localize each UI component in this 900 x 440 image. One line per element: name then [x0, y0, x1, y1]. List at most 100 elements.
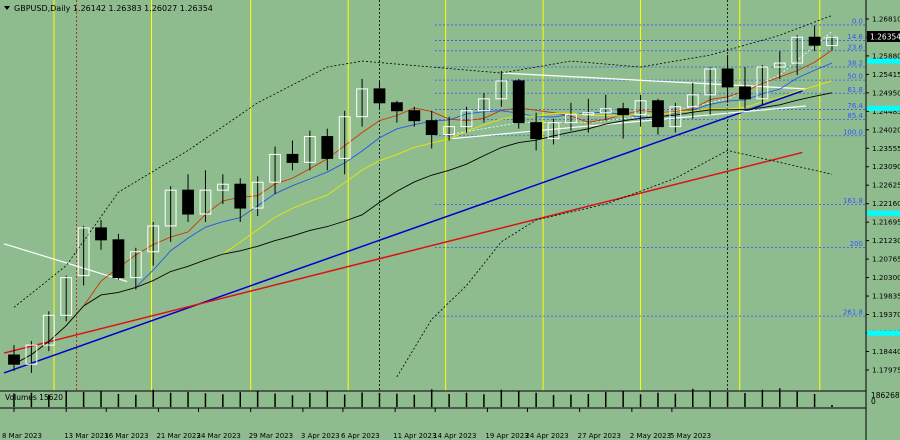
candle — [321, 128, 334, 171]
moving-average-line — [13, 62, 833, 365]
cyan-level-marker — [867, 330, 900, 336]
collapse-triangle-icon[interactable] — [4, 6, 10, 10]
candle-body — [443, 126, 456, 136]
candle — [182, 174, 194, 222]
cyan-level-marker — [867, 58, 900, 64]
candle-body — [425, 120, 438, 136]
date-tick-label: 21 Mar 2023 — [156, 432, 200, 440]
candle — [582, 98, 595, 133]
candle-body — [303, 136, 316, 163]
candle — [443, 116, 456, 141]
price-tick-label: 1.20765 — [872, 255, 900, 264]
fib-level-label: 85.4 — [847, 112, 863, 120]
candle — [425, 110, 438, 149]
price-tick-label: 1.24950 — [872, 88, 900, 97]
candle-body — [112, 239, 125, 279]
price-tick-label: 1.22625 — [872, 181, 900, 190]
fib-level-label: 76.4 — [847, 102, 863, 110]
white-triangle-lower — [452, 105, 806, 140]
candle — [739, 67, 751, 109]
candle — [199, 170, 212, 222]
trend-lines — [3, 15, 833, 378]
candle-body — [25, 344, 38, 365]
price-tick-label: 1.20300 — [872, 273, 900, 282]
candle — [547, 118, 560, 145]
fib-level-label: 200 — [850, 240, 863, 248]
current-price-flag — [867, 31, 900, 42]
candle-body — [356, 88, 368, 118]
candle-body — [269, 153, 281, 183]
date-tick-label: 14 Apr 2023 — [433, 432, 476, 440]
fib-level-label: 161.8 — [843, 197, 863, 205]
candle — [704, 67, 717, 115]
candle-body — [408, 110, 421, 122]
volume-label: Volumes 15620 — [5, 393, 63, 402]
cyan-level-marker — [867, 210, 900, 216]
candle-body — [478, 98, 490, 112]
candle-body — [60, 277, 73, 316]
blue-trendline — [3, 90, 803, 374]
candle-body — [826, 36, 838, 47]
candle — [478, 92, 490, 123]
candle — [826, 36, 838, 50]
candle — [652, 98, 664, 135]
candle — [25, 341, 38, 373]
candle — [512, 78, 525, 129]
candle — [495, 71, 508, 107]
candle — [669, 102, 682, 133]
date-tick-label: 8 Mar 2023 — [2, 432, 42, 440]
candle — [356, 78, 368, 127]
candle-body — [634, 100, 647, 116]
candle-body — [390, 102, 403, 112]
price-tick-label: 1.23090 — [872, 162, 900, 171]
fib-level-label: 14.6 — [847, 33, 863, 41]
candle-body — [338, 116, 351, 159]
candle — [530, 112, 543, 151]
candle-body — [808, 36, 821, 46]
fibonacci-levels: 0.0 14.6 23.6 38.2 50.0 61.8 76.4 85.4 100.0 161.… — [435, 17, 866, 317]
candle-body — [686, 94, 699, 108]
candle — [808, 25, 821, 52]
candle-body — [199, 189, 212, 215]
candle — [8, 345, 20, 371]
price-tick-label: 1.22160 — [872, 199, 900, 208]
candle — [234, 178, 247, 222]
candle — [42, 311, 55, 352]
candle — [147, 221, 160, 266]
date-tick-label: 24 Apr 2023 — [525, 432, 568, 440]
candle — [129, 247, 142, 290]
candle — [95, 219, 107, 250]
candle-body — [42, 314, 55, 346]
candle — [286, 140, 299, 171]
date-tick-label: 3 Apr 2023 — [301, 432, 340, 440]
candle — [634, 94, 647, 127]
fib-level-label: 61.8 — [847, 86, 863, 94]
candle-body — [617, 108, 630, 116]
price-tick-label: 1.21695 — [872, 218, 900, 227]
candle-body — [756, 66, 769, 100]
price-tick-label: 1.25880 — [872, 51, 900, 60]
symbol-info: GBPUSD,Daily 1.26142 1.26383 1.26027 1.2… — [14, 4, 213, 13]
fib-level-label: 23.6 — [847, 43, 863, 51]
date-tick-label: 11 Apr 2023 — [393, 432, 436, 440]
candle-body — [216, 183, 229, 191]
candle-body — [791, 36, 804, 64]
candle-body — [460, 110, 473, 128]
candle-body — [77, 227, 90, 277]
candle-body — [321, 136, 334, 159]
price-tick-label: 1.24485 — [872, 107, 900, 116]
red-trendline — [3, 151, 803, 354]
candle — [565, 102, 577, 131]
price-tick-label: 1.24020 — [872, 125, 900, 134]
candle-body — [251, 181, 264, 209]
candle-body — [164, 189, 177, 227]
fib-level-label: 50.0 — [847, 73, 863, 81]
fib-level-label: 100.0 — [843, 128, 863, 136]
current-price-label: 1.26354 — [870, 33, 900, 42]
candle-body — [547, 122, 560, 140]
candle — [338, 110, 351, 175]
price-tick-label: 1.19835 — [872, 292, 900, 301]
